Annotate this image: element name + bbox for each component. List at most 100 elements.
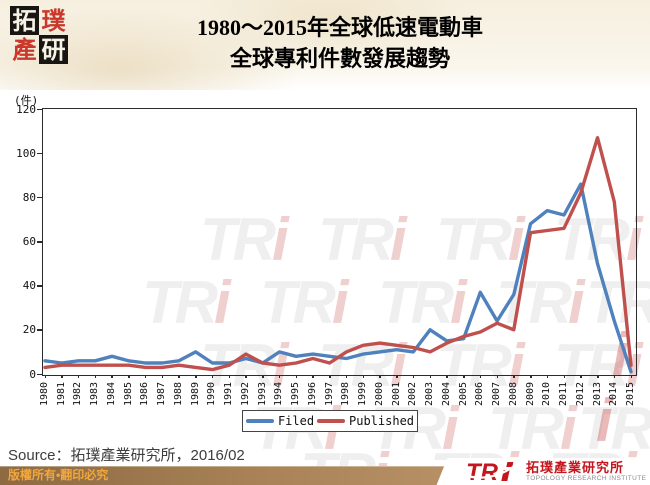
x-tick-label: 2008 [507,381,519,406]
x-tick-label: 1995 [290,381,302,406]
x-tick-mark [446,375,448,378]
x-tick-mark [613,375,616,378]
y-tick-label: 0 [29,367,36,381]
company-name-zh: 拓璞產業研究所 [526,459,625,475]
x-tick-label: 2013 [591,381,603,406]
x-tick-label: 1989 [189,381,201,406]
y-tick-label: 100 [16,146,36,160]
x-tick-label: 2004 [440,381,452,406]
legend-item-filed: Filed [245,414,314,428]
seal-cell-3: 產 [12,34,37,64]
chart-plot-area [42,108,637,376]
y-tick-mark [37,152,42,155]
x-tick-mark [94,375,97,378]
y-axis-unit-label: (件) [14,94,39,107]
x-tick-label: 2005 [457,381,469,406]
x-tick-mark [77,375,80,378]
chart-legend: Filed Published [242,410,418,432]
x-tick-label: 1994 [273,381,285,406]
x-tick-label: 2006 [474,381,486,406]
x-tick-mark [479,375,482,378]
y-tick-mark [37,108,42,110]
x-tick-mark [278,375,281,378]
x-tick-label: 1993 [256,381,268,406]
x-tick-mark [379,375,381,378]
x-tick-mark [61,375,63,378]
copyright-text: 版權所有•翻印必究 [8,468,109,482]
x-tick-mark [44,375,46,378]
seal-cell-2: 璞 [41,5,66,35]
x-tick-mark [195,375,197,378]
x-tick-label: 1991 [223,381,235,406]
x-tick-mark [546,375,549,378]
y-tick-label: 120 [16,102,36,116]
company-name-en: TOPOLOGY RESEARCH INSTITUTE [526,474,647,482]
x-tick-label: 1985 [122,381,134,406]
x-tick-mark [262,375,264,378]
x-tick-label: 2014 [608,381,620,406]
company-name-block: 拓璞產業研究所 TOPOLOGY RESEARCH INSTITUTE [526,461,646,483]
y-tick-label: 60 [22,235,36,248]
x-tick-label: 2010 [541,381,553,406]
header-band [0,0,650,90]
x-tick-label: 1998 [340,381,352,406]
x-tick-mark [563,375,566,378]
x-tick-mark [580,375,582,378]
x-tick-mark [429,375,432,378]
x-tick-mark [144,375,147,378]
x-tick-mark [211,375,214,378]
x-tick-label: 2011 [558,381,570,406]
page-title: 1980～2015年全球低速電動車 全球專利件數發展趨勢 [70,12,610,74]
x-tick-mark [228,375,231,378]
footer-logo-panel: TR 拓璞產業研究所 TOPOLOGY RESEARCH INSTITUTE [452,458,650,485]
x-tick-label: 1986 [139,381,151,406]
tri-logo-mark: TR [466,459,520,485]
x-tick-mark [496,375,499,378]
legend-swatch-published [317,419,345,423]
x-tick-mark [345,375,348,378]
x-tick-label: 1999 [357,381,369,406]
y-tick-mark [37,285,42,287]
seal-cell-4: 研 [39,35,68,64]
x-tick-label: 1988 [172,381,184,406]
x-tick-label: 2012 [574,381,586,406]
x-tick-mark [630,375,632,378]
seal-cell-1: 拓 [10,6,39,35]
x-tick-label: 2001 [390,381,402,406]
svg-text:TR: TR [466,459,499,485]
x-tick-mark [312,375,314,378]
legend-label-published: Published [349,414,415,428]
y-tick-mark [37,241,42,243]
x-tick-mark [329,375,331,378]
x-tick-label: 1980 [39,381,50,406]
y-tick-mark [37,329,42,331]
x-tick-label: 2003 [424,381,436,406]
x-tick-label: 1987 [156,381,168,406]
source-text: Source：拓璞產業研究所，2016/02 [8,447,245,464]
x-tick-mark [396,375,398,378]
y-tick-label: 20 [22,323,36,337]
y-tick-mark [37,196,42,199]
x-tick-label: 1982 [72,381,84,406]
x-tick-mark [463,375,465,378]
x-tick-mark [111,375,113,378]
legend-item-published: Published [317,414,414,428]
x-tick-mark [412,375,415,378]
x-tick-mark [513,375,515,378]
y-tick-label: 40 [22,279,36,293]
x-tick-label: 1992 [239,381,251,406]
x-tick-label: 1981 [55,381,67,406]
tri-logo-svg: TR [466,459,517,485]
x-tick-mark [245,375,247,378]
x-tick-label: 1996 [306,381,318,406]
x-tick-label: 1990 [206,381,218,406]
tri-seal-logo: 拓 璞 產 研 [10,6,68,64]
x-tick-mark [295,375,298,378]
title-line-2: 全球專利件數發展趨勢 [229,46,450,71]
x-tick-label: 1983 [89,381,101,406]
x-tick-mark [128,375,130,378]
x-tick-label: 1997 [323,381,335,406]
x-tick-mark [178,375,180,378]
x-tick-mark [530,375,532,378]
